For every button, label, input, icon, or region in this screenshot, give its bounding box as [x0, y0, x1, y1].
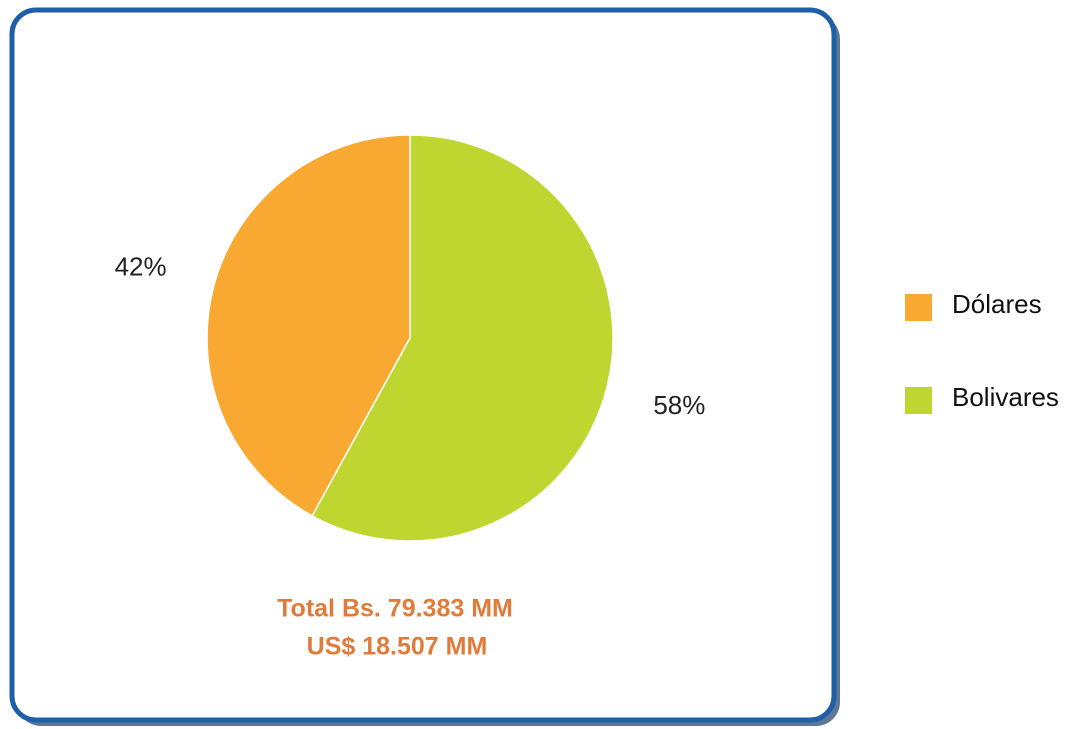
legend-label: Dólares: [952, 289, 1042, 319]
pie-slice: [206, 134, 411, 517]
pie-slice: [311, 134, 614, 542]
legend-swatch: [905, 387, 932, 414]
annotation: Total Bs. 79.383 MM: [277, 595, 513, 623]
data-label: 42%: [115, 252, 167, 282]
annotation: US$ 18.507 MM: [307, 633, 488, 661]
data-label: 58%: [653, 390, 705, 420]
legend-label: Bolivares: [952, 382, 1059, 412]
legend-swatch: [905, 294, 932, 321]
